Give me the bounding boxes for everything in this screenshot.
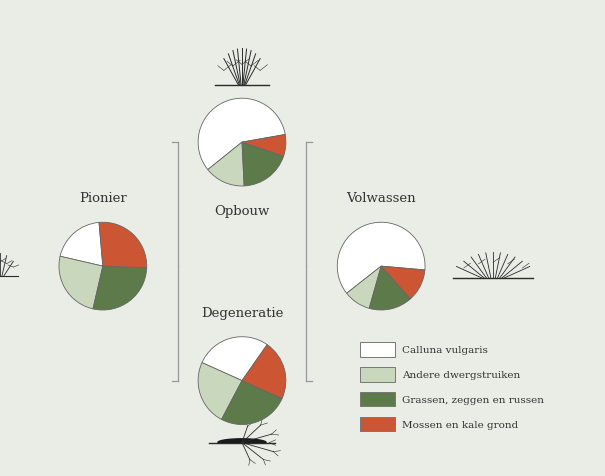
Text: Calluna vulgaris: Calluna vulgaris: [402, 346, 488, 354]
Text: Pionier: Pionier: [79, 192, 126, 205]
Text: Opbouw: Opbouw: [214, 205, 270, 218]
Bar: [360, 392, 395, 407]
Wedge shape: [242, 143, 284, 187]
Wedge shape: [242, 135, 286, 157]
Polygon shape: [218, 439, 266, 443]
Wedge shape: [208, 143, 244, 187]
Bar: [360, 417, 395, 431]
Wedge shape: [369, 267, 410, 310]
Text: Degeneratie: Degeneratie: [201, 306, 283, 319]
Wedge shape: [198, 99, 285, 170]
Wedge shape: [198, 363, 242, 419]
Wedge shape: [60, 223, 103, 267]
Text: Andere dwergstruiken: Andere dwergstruiken: [402, 370, 520, 379]
Wedge shape: [337, 223, 425, 294]
Wedge shape: [221, 381, 282, 425]
Text: Volwassen: Volwassen: [346, 192, 416, 205]
Wedge shape: [242, 345, 286, 399]
Wedge shape: [59, 257, 103, 309]
Wedge shape: [347, 267, 381, 309]
Bar: [360, 367, 395, 382]
Bar: [360, 343, 395, 357]
Wedge shape: [99, 223, 147, 268]
Text: Mossen en kale grond: Mossen en kale grond: [402, 420, 518, 428]
Text: Grassen, zeggen en russen: Grassen, zeggen en russen: [402, 395, 544, 404]
Wedge shape: [381, 267, 425, 299]
Wedge shape: [202, 337, 267, 381]
Wedge shape: [93, 267, 146, 310]
